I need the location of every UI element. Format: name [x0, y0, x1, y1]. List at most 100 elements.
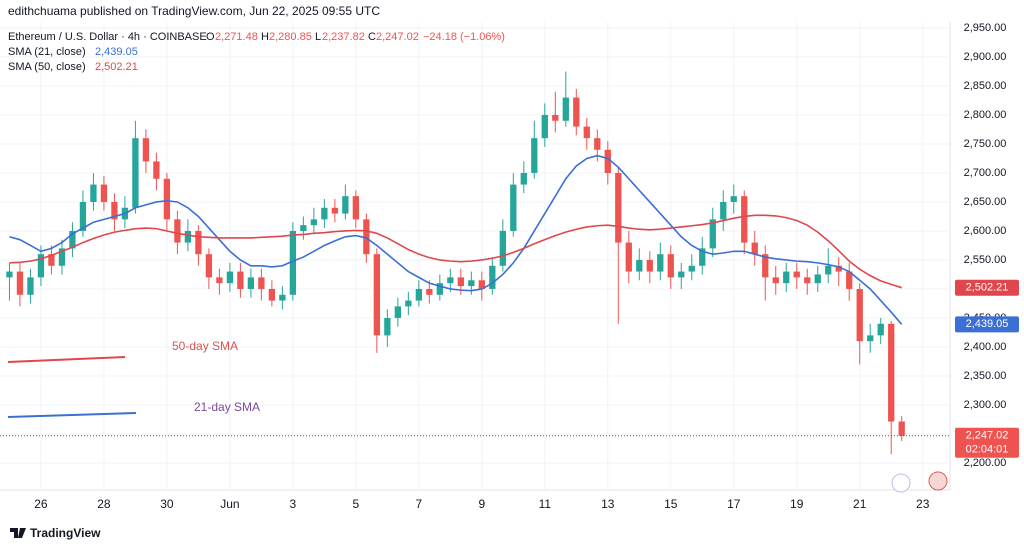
candle-body	[772, 277, 779, 284]
candle-body	[489, 265, 496, 289]
candle-body	[447, 277, 454, 284]
candle-body	[657, 254, 664, 272]
annotation-21-day: 21-day SMA	[194, 400, 260, 414]
publisher-header: edithchuama published on TradingView.com…	[8, 4, 380, 18]
candle-body	[289, 230, 297, 295]
candle-body	[195, 230, 202, 255]
candle-body	[132, 138, 139, 208]
y-tick-label: 2,650.00	[964, 196, 1007, 208]
candle-body	[321, 207, 328, 220]
candle-body	[363, 219, 370, 255]
candle-body	[888, 323, 895, 422]
candle-body	[562, 97, 569, 121]
y-tick-label: 2,950.00	[964, 22, 1007, 34]
x-tick-label: 21	[853, 497, 867, 511]
candle-body	[594, 138, 601, 150]
price-tag	[955, 279, 1019, 296]
icons	[891, 471, 948, 493]
legend-l: L	[315, 31, 321, 43]
legend-low: 2,237.82	[322, 31, 365, 43]
candle-body	[216, 277, 223, 284]
y-tick-label: 2,350.00	[964, 370, 1007, 382]
y-tick-label: 2,900.00	[964, 51, 1007, 63]
price-tag-label: 2,502.21	[966, 282, 1009, 294]
candle-body	[741, 196, 748, 243]
legend-high: 2,280.85	[269, 31, 312, 43]
y-tick-label: 2,200.00	[964, 457, 1007, 469]
x-tick-label: 26	[34, 497, 48, 511]
last-price-label: 2,247.02	[966, 430, 1009, 442]
flag-icon[interactable]	[928, 471, 948, 491]
candle-body	[226, 271, 234, 284]
candle-body	[520, 172, 527, 185]
candle-body	[783, 271, 790, 284]
candle-body	[541, 114, 548, 139]
candle-body	[342, 196, 349, 214]
candle-body	[636, 259, 643, 272]
x-tick-label: 5	[353, 497, 360, 511]
x-tick-label: 15	[664, 497, 678, 511]
candle-body	[877, 323, 884, 336]
candle-body	[835, 265, 842, 272]
legend-o: O	[206, 31, 215, 43]
candle-body	[625, 242, 632, 272]
candle-body	[163, 178, 171, 220]
x-tick-label: 28	[97, 497, 111, 511]
y-tick-label: 2,700.00	[964, 167, 1007, 179]
candle-body	[258, 277, 265, 289]
legend-h: H	[261, 31, 269, 43]
annotation-line-21	[7, 412, 137, 418]
candle-body	[604, 149, 611, 173]
candle-body	[720, 201, 727, 220]
candle-body	[762, 254, 769, 278]
countdown-label: 02:04:01	[966, 444, 1009, 456]
candle-body	[247, 277, 255, 289]
grid	[0, 22, 950, 490]
candle-body	[793, 271, 800, 278]
candle-body	[678, 271, 685, 278]
legend-open: 2,271.48	[215, 31, 258, 43]
annotation-50-day: 50-day SMA	[172, 339, 238, 353]
x-tick-label: 11	[539, 497, 552, 511]
candle-body	[688, 265, 695, 272]
price-tag	[955, 316, 1019, 333]
candle-body	[405, 300, 412, 307]
candle-body	[79, 201, 87, 231]
x-tick-label: 7	[415, 497, 422, 511]
candle-body	[384, 317, 391, 336]
legend-change: −24.18 (−1.06%)	[423, 31, 505, 43]
candle-body	[174, 219, 181, 243]
candle-body	[846, 271, 853, 289]
candle-body	[268, 288, 276, 301]
candle-body	[814, 274, 821, 284]
y-tick-label: 2,300.00	[964, 399, 1007, 411]
x-tick-label: 9	[478, 497, 485, 511]
y-tick-label: 2,550.00	[964, 254, 1007, 266]
candle-body	[142, 138, 150, 162]
x-tick-label: 17	[727, 497, 741, 511]
candle-body	[37, 254, 45, 278]
candle-body	[27, 277, 34, 295]
candle-body	[825, 265, 832, 275]
logo-text: TradingView	[30, 526, 101, 540]
candle-body	[331, 207, 339, 214]
sma50-legend-value: 2,502.21	[95, 61, 138, 73]
sma50-legend: SMA (50, close)	[8, 61, 86, 73]
candle-body	[300, 225, 307, 231]
y-tick-label: 2,400.00	[964, 341, 1007, 353]
candle-body	[310, 219, 318, 226]
legend-c: C	[368, 31, 376, 43]
candle-body	[615, 172, 622, 243]
legend-close: 2,247.02	[376, 31, 419, 43]
candle-body	[352, 196, 360, 220]
candle-body	[58, 248, 66, 266]
plot-area	[0, 71, 950, 455]
candle-body	[867, 335, 874, 342]
candle-body	[90, 184, 97, 202]
candle-body	[699, 248, 706, 266]
candle-body	[205, 254, 213, 278]
candle-body	[69, 230, 76, 249]
candle-body	[237, 271, 244, 289]
lightning-icon[interactable]	[891, 473, 911, 493]
